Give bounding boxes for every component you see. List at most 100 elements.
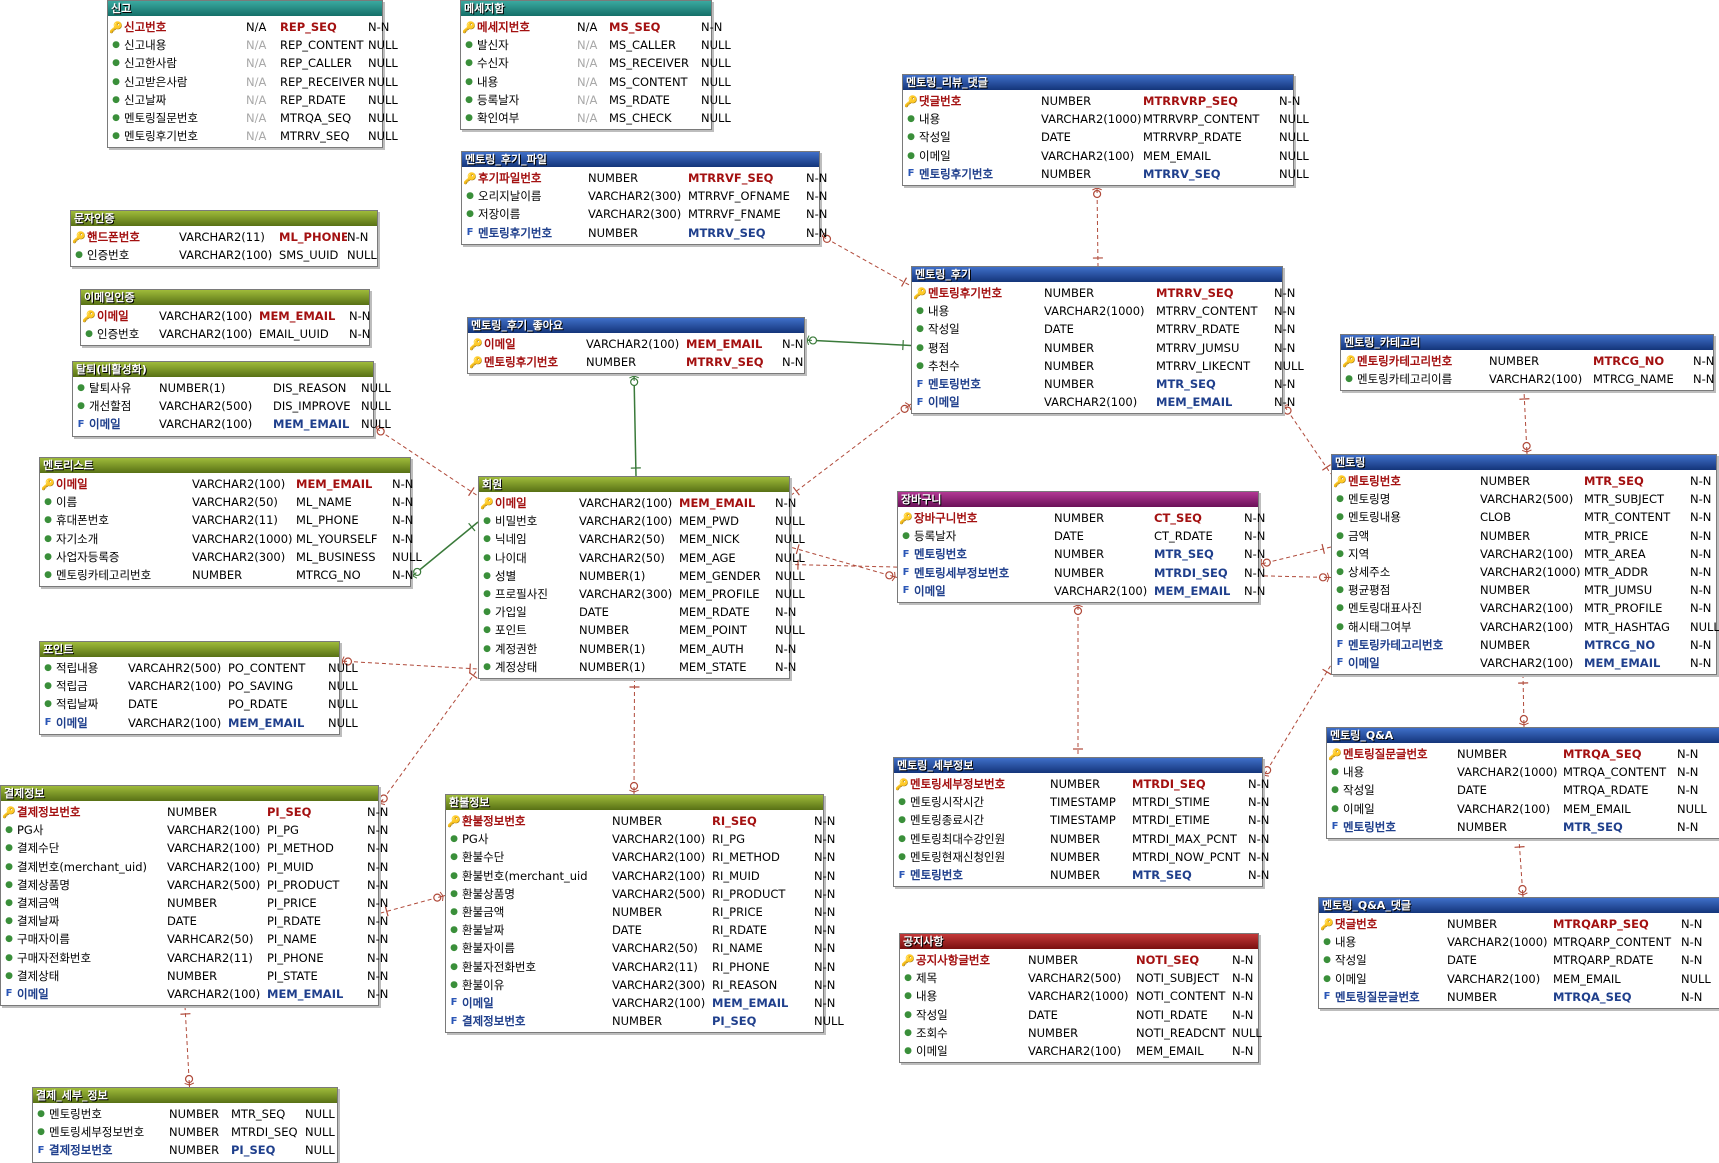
attribute-row[interactable]: F이메일VARCHAR2(100)MEM_EMAILN-N bbox=[912, 393, 1282, 411]
attribute-row[interactable]: ●멘토링시작시간TIMESTAMPMTRDI_STIMEN-N bbox=[894, 793, 1262, 811]
attribute-row[interactable]: ●내용N/AMS_CONTENTNULL bbox=[461, 73, 711, 91]
attribute-row[interactable]: ●멘토링대표사진VARCHAR2(100)MTR_PROFILEN-N bbox=[1332, 599, 1716, 617]
entity-payment_detail[interactable]: 결제_세부_정보●멘토링번호NUMBERMTR_SEQNULL●멘토링세부정보번… bbox=[32, 1087, 338, 1163]
entity-payment[interactable]: 결제정보🔑결제정보번호NUMBERPI_SEQN-N●PG사VARCHAR2(1… bbox=[0, 785, 379, 1006]
attribute-row[interactable]: 🔑핸드폰번호VARCHAR2(11)ML_PHONEN-N bbox=[71, 228, 377, 246]
attribute-row[interactable]: ●작성일DATEMTRRV_RDATEN-N bbox=[912, 320, 1282, 338]
entity-detail[interactable]: 멘토링_세부정보🔑멘토링세부정보번호NUMBERMTRDI_SEQN-N●멘토링… bbox=[893, 757, 1263, 887]
attribute-row[interactable]: ●결제번호(merchant_uid)VARCHAR2(100)PI_MUIDN… bbox=[1, 858, 378, 876]
entity-qa[interactable]: 멘토링_Q&A🔑멘토링질문글번호NUMBERMTRQA_SEQN-N●내용VAR… bbox=[1326, 727, 1719, 839]
attribute-row[interactable]: ●제목VARCHAR2(500)NOTI_SUBJECTN-N bbox=[900, 969, 1258, 987]
entity-category[interactable]: 멘토링_카테고리🔑멘토링카테고리번호NUMBERMTRCG_NON-N●멘토링카… bbox=[1340, 334, 1714, 391]
attribute-row[interactable]: 🔑이메일VARCHAR2(100)MEM_EMAILN-N bbox=[40, 475, 410, 493]
attribute-row[interactable]: F결제정보번호NUMBERPI_SEQNULL bbox=[33, 1141, 337, 1159]
attribute-row[interactable]: ●환불자이름VARCHAR2(50)RI_NAMEN-N bbox=[446, 939, 823, 957]
attribute-row[interactable]: F멘토링번호NUMBERMTR_SEQN-N bbox=[898, 545, 1258, 563]
entity-mentor_list[interactable]: 멘토리스트🔑이메일VARCHAR2(100)MEM_EMAILN-N●이름VAR… bbox=[39, 457, 411, 587]
attribute-row[interactable]: F멘토링번호NUMBERMTR_SEQN-N bbox=[912, 375, 1282, 393]
attribute-row[interactable]: ●발신자N/AMS_CALLERNULL bbox=[461, 36, 711, 54]
attribute-row[interactable]: 🔑멘토링후기번호NUMBERMTRRV_SEQN-N bbox=[912, 284, 1282, 302]
attribute-row[interactable]: 🔑메세지번호N/AMS_SEQN-N bbox=[461, 18, 711, 36]
attribute-row[interactable]: ●사업자등록증VARCHAR2(300)ML_BUSINESSNULL bbox=[40, 548, 410, 566]
attribute-row[interactable]: F이메일VARCHAR2(100)MEM_EMAILN-N bbox=[898, 582, 1258, 600]
attribute-row[interactable]: ●작성일DATENOTI_RDATEN-N bbox=[900, 1006, 1258, 1024]
attribute-row[interactable]: ●결제금액NUMBERPI_PRICEN-N bbox=[1, 894, 378, 912]
attribute-row[interactable]: ●멘토링종료시간TIMESTAMPMTRDI_ETIMEN-N bbox=[894, 811, 1262, 829]
attribute-row[interactable]: ●환불자전화번호VARCHAR2(11)RI_PHONEN-N bbox=[446, 958, 823, 976]
attribute-row[interactable]: ●프로필사진VARCHAR2(300)MEM_PROFILENULL bbox=[479, 585, 789, 603]
attribute-row[interactable]: ●멘토링후기번호N/AMTRRV_SEQNULL bbox=[108, 127, 382, 145]
attribute-row[interactable]: ●이름VARCHAR2(50)ML_NAMEN-N bbox=[40, 493, 410, 511]
attribute-row[interactable]: 🔑이메일VARCHAR2(100)MEM_EMAILN-N bbox=[81, 307, 369, 325]
attribute-row[interactable]: ●이메일VARCHAR2(100)MEM_EMAILNULL bbox=[1327, 800, 1719, 818]
attribute-row[interactable]: ●내용VARCHAR2(1000)NOTI_CONTENTN-N bbox=[900, 987, 1258, 1005]
attribute-row[interactable]: ●내용VARCHAR2(1000)MTRRVRP_CONTENTNULL bbox=[903, 110, 1293, 128]
entity-cart[interactable]: 장바구니🔑장바구니번호NUMBERCT_SEQN-N●등록날자DATECT_RD… bbox=[897, 491, 1259, 603]
attribute-row[interactable]: ●포인트NUMBERMEM_POINTNULL bbox=[479, 621, 789, 639]
entity-review_like[interactable]: 멘토링_후기_좋아요🔑이메일VARCHAR2(100)MEM_EMAILN-N🔑… bbox=[467, 317, 805, 374]
attribute-row[interactable]: ●PG사VARCHAR2(100)PI_PGN-N bbox=[1, 821, 378, 839]
attribute-row[interactable]: ●작성일DATEMTRQARP_RDATEN-N bbox=[1319, 951, 1719, 969]
attribute-row[interactable]: ●내용VARCHAR2(1000)MTRQARP_CONTENTN-N bbox=[1319, 933, 1719, 951]
entity-member[interactable]: 회원🔑이메일VARCHAR2(100)MEM_EMAILN-N●비밀번호VARC… bbox=[478, 476, 790, 679]
attribute-row[interactable]: ●작성일DATEMTRRVRP_RDATENULL bbox=[903, 128, 1293, 146]
entity-review_file[interactable]: 멘토링_후기_파일🔑후기파일번호NUMBERMTRRVF_SEQN-N●오리지날… bbox=[461, 151, 820, 245]
attribute-row[interactable]: ●비밀번호VARCHAR2(100)MEM_PWDNULL bbox=[479, 512, 789, 530]
attribute-row[interactable]: ●수신자N/AMS_RECEIVERNULL bbox=[461, 54, 711, 72]
attribute-row[interactable]: ●결제상품명VARCHAR2(500)PI_PRODUCTN-N bbox=[1, 876, 378, 894]
attribute-row[interactable]: ●확인여부N/AMS_CHECKNULL bbox=[461, 109, 711, 127]
attribute-row[interactable]: ●환불금액NUMBERRI_PRICEN-N bbox=[446, 903, 823, 921]
attribute-row[interactable]: ●환불이유VARCHAR2(300)RI_REASONN-N bbox=[446, 976, 823, 994]
attribute-row[interactable]: ●환불날짜DATERI_RDATEN-N bbox=[446, 921, 823, 939]
attribute-row[interactable]: ●닉네임VARCHAR2(50)MEM_NICKNULL bbox=[479, 530, 789, 548]
attribute-row[interactable]: ●신고받은사람N/AREP_RECEIVERNULL bbox=[108, 73, 382, 91]
attribute-row[interactable]: ●멘토링번호NUMBERMTR_SEQNULL bbox=[33, 1105, 337, 1123]
attribute-row[interactable]: ●멘토링최대수강인원NUMBERMTRDI_MAX_PCNTN-N bbox=[894, 830, 1262, 848]
attribute-row[interactable]: ●멘토링카테고리이름VARCHAR2(100)MTRCG_NAMEN-N bbox=[1341, 370, 1713, 388]
attribute-row[interactable]: ●적립금VARCHAR2(100)PO_SAVINGNULL bbox=[40, 677, 339, 695]
attribute-row[interactable]: ●환불상품명VARCHAR2(500)RI_PRODUCTN-N bbox=[446, 885, 823, 903]
attribute-row[interactable]: ●신고한사람N/AREP_CALLERNULL bbox=[108, 54, 382, 72]
entity-point[interactable]: 포인트●적립내용VARCAHR2(500)PO_CONTENTNULL●적립금V… bbox=[39, 641, 340, 735]
attribute-row[interactable]: ●등록날자DATECT_RDATEN-N bbox=[898, 527, 1258, 545]
attribute-row[interactable]: ●등록날자N/AMS_RDATENULL bbox=[461, 91, 711, 109]
attribute-row[interactable]: ●적립내용VARCAHR2(500)PO_CONTENTNULL bbox=[40, 659, 339, 677]
attribute-row[interactable]: ●PG사VARCHAR2(100)RI_PGN-N bbox=[446, 830, 823, 848]
attribute-row[interactable]: ●이메일VARCHAR2(100)MEM_EMAILNULL bbox=[1319, 970, 1719, 988]
attribute-row[interactable]: ●계정권한NUMBER(1)MEM_AUTHN-N bbox=[479, 640, 789, 658]
attribute-row[interactable]: ●추천수NUMBERMTRRV_LIKECNTNULL bbox=[912, 357, 1282, 375]
attribute-row[interactable]: F멘토링번호NUMBERMTR_SEQN-N bbox=[894, 866, 1262, 884]
attribute-row[interactable]: F멘토링세부정보번호NUMBERMTRDI_SEQN-N bbox=[898, 564, 1258, 582]
attribute-row[interactable]: ●오리지날이름VARCHAR2(300)MTRRVF_OFNAMEN-N bbox=[462, 187, 819, 205]
attribute-row[interactable]: 🔑공지사항글번호NUMBERNOTI_SEQN-N bbox=[900, 951, 1258, 969]
attribute-row[interactable]: F멘토링번호NUMBERMTR_SEQN-N bbox=[1327, 818, 1719, 836]
attribute-row[interactable]: ●평점NUMBERMTRRV_JUMSUN-N bbox=[912, 339, 1282, 357]
attribute-row[interactable]: ●결제날짜DATEPI_RDATEN-N bbox=[1, 912, 378, 930]
attribute-row[interactable]: ●작성일DATEMTRQA_RDATEN-N bbox=[1327, 781, 1719, 799]
attribute-row[interactable]: 🔑환불정보번호NUMBERRI_SEQN-N bbox=[446, 812, 823, 830]
attribute-row[interactable]: ●이메일VARCHAR2(100)MEM_EMAILNULL bbox=[903, 147, 1293, 165]
entity-qa_reply[interactable]: 멘토링_Q&A_댓글🔑댓글번호NUMBERMTRQARP_SEQN-N●내용VA… bbox=[1318, 897, 1719, 1009]
attribute-row[interactable]: ●결제수단VARCHAR2(100)PI_METHODN-N bbox=[1, 839, 378, 857]
attribute-row[interactable]: ●지역VARCHAR2(100)MTR_AREAN-N bbox=[1332, 545, 1716, 563]
attribute-row[interactable]: 🔑멘토링질문글번호NUMBERMTRQA_SEQN-N bbox=[1327, 745, 1719, 763]
attribute-row[interactable]: ●환불번호(merchant_uidVARCHAR2(100)RI_MUIDN-… bbox=[446, 867, 823, 885]
attribute-row[interactable]: ●멘토링내용CLOBMTR_CONTENTN-N bbox=[1332, 508, 1716, 526]
attribute-row[interactable]: ●멘토링세부정보번호NUMBERMTRDI_SEQNULL bbox=[33, 1123, 337, 1141]
attribute-row[interactable]: ●자기소개VARCHAR2(1000)ML_YOURSELFN-N bbox=[40, 530, 410, 548]
attribute-row[interactable]: ●평균평점NUMBERMTR_JUMSUN-N bbox=[1332, 581, 1716, 599]
attribute-row[interactable]: F이메일VARCHAR2(100)MEM_EMAILN-N bbox=[1332, 654, 1716, 672]
attribute-row[interactable]: 🔑이메일VARCHAR2(100)MEM_EMAILN-N bbox=[479, 494, 789, 512]
entity-notice[interactable]: 공지사항🔑공지사항글번호NUMBERNOTI_SEQN-N●제목VARCHAR2… bbox=[899, 933, 1259, 1063]
attribute-row[interactable]: 🔑장바구니번호NUMBERCT_SEQN-N bbox=[898, 509, 1258, 527]
attribute-row[interactable]: ●저장이름VARCHAR2(300)MTRRVF_FNAMEN-N bbox=[462, 205, 819, 223]
attribute-row[interactable]: ●인증번호VARCHAR2(100)EMAIL_UUIDN-N bbox=[81, 325, 369, 343]
attribute-row[interactable]: ●적립날짜DATEPO_RDATENULL bbox=[40, 695, 339, 713]
attribute-row[interactable]: ●멘토링명VARCHAR2(500)MTR_SUBJECTN-N bbox=[1332, 490, 1716, 508]
entity-report[interactable]: 신고🔑신고번호N/AREP_SEQN-N●신고내용N/AREP_CONTENTN… bbox=[107, 0, 383, 148]
attribute-row[interactable]: 🔑결제정보번호NUMBERPI_SEQN-N bbox=[1, 803, 378, 821]
attribute-row[interactable]: ●환불수단VARCHAR2(100)RI_METHODN-N bbox=[446, 848, 823, 866]
attribute-row[interactable]: ●내용VARCHAR2(1000)MTRQA_CONTENTN-N bbox=[1327, 763, 1719, 781]
attribute-row[interactable]: ●신고내용N/AREP_CONTENTNULL bbox=[108, 36, 382, 54]
attribute-row[interactable]: ●멘토링현재신청인원NUMBERMTRDI_NOW_PCNTN-N bbox=[894, 848, 1262, 866]
